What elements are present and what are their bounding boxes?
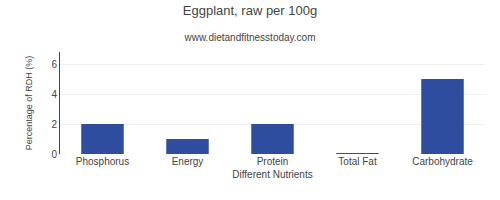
svg-text:0: 0 <box>51 149 57 160</box>
svg-text:Phosphorus: Phosphorus <box>76 156 129 167</box>
svg-text:Carbohydrate: Carbohydrate <box>412 156 473 167</box>
svg-text:Different Nutrients: Different Nutrients <box>232 169 312 180</box>
svg-text:Percentage of RDH (%): Percentage of RDH (%) <box>24 56 34 151</box>
svg-text:Protein: Protein <box>257 156 289 167</box>
svg-text:4: 4 <box>51 89 57 100</box>
svg-text:2: 2 <box>51 119 57 130</box>
svg-text:Total Fat: Total Fat <box>338 156 377 167</box>
svg-text:www.dietandfitnesstoday.com: www.dietandfitnesstoday.com <box>184 32 316 43</box>
svg-text:Eggplant, raw per 100g: Eggplant, raw per 100g <box>183 3 317 18</box>
svg-text:Energy: Energy <box>172 156 204 167</box>
svg-text:6: 6 <box>51 59 57 70</box>
